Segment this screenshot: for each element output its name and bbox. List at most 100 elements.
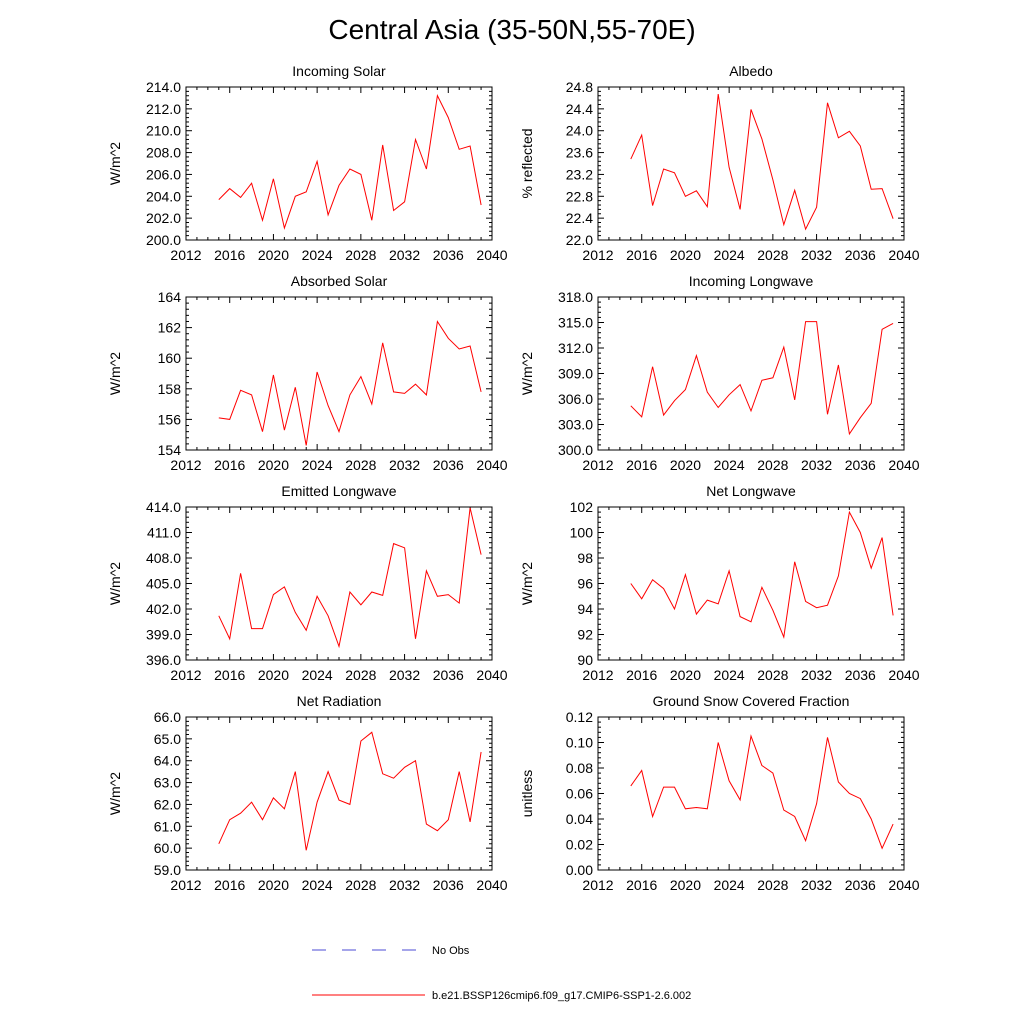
x-tick-label: 2032 — [389, 877, 420, 893]
y-tick-label: 402.0 — [146, 601, 181, 617]
x-tick-label: 2032 — [389, 247, 420, 263]
x-tick-label: 2040 — [476, 667, 507, 683]
panel-title: Net Radiation — [297, 693, 382, 709]
y-tick-label: 22.4 — [566, 210, 593, 226]
x-tick-label: 2036 — [433, 667, 464, 683]
y-tick-label: 411.0 — [147, 525, 181, 541]
x-tick-label: 2032 — [801, 667, 832, 683]
y-tick-label: 164 — [158, 289, 182, 305]
y-tick-label: 200.0 — [146, 232, 181, 248]
x-tick-label: 2016 — [214, 457, 245, 473]
series-line — [630, 510, 894, 639]
x-tick-label: 2028 — [757, 247, 788, 263]
x-tick-label: 2040 — [476, 457, 507, 473]
panel-6: Net Longwave W/m^2 2012 2016 2020 2024 2028 203… — [519, 483, 920, 683]
y-tick-label: 312.0 — [558, 340, 593, 356]
x-tick-label: 2012 — [170, 247, 201, 263]
y-axis-label: unitless — [519, 770, 535, 817]
x-tick-label: 2020 — [670, 247, 701, 263]
panel-2: Albedo % reflected 2012 2016 2020 2024 2028 203… — [519, 63, 920, 263]
x-tick-label: 2016 — [214, 247, 245, 263]
panel-title: Albedo — [729, 63, 773, 79]
x-tick-label: 2032 — [801, 877, 832, 893]
x-tick-label: 2036 — [433, 877, 464, 893]
y-tick-label: 405.0 — [146, 576, 181, 592]
x-tick-label: 2020 — [258, 247, 289, 263]
x-tick-label: 2016 — [626, 877, 657, 893]
y-axis-label: W/m^2 — [107, 352, 123, 395]
x-tick-label: 2012 — [170, 457, 201, 473]
y-tick-label: 90 — [577, 652, 593, 668]
plot-frame — [597, 716, 905, 871]
y-tick-label: 64.0 — [154, 753, 181, 769]
y-tick-label: 309.0 — [558, 366, 593, 382]
y-axis-label: W/m^2 — [107, 562, 123, 605]
x-tick-label: 2040 — [888, 877, 919, 893]
y-tick-label: 0.04 — [566, 811, 593, 827]
panel-title: Absorbed Solar — [291, 273, 388, 289]
legend-model-label: b.e21.BSSP126cmip6.f09_g17.CMIP6-SSP1-2.… — [432, 990, 691, 1002]
x-tick-label: 2040 — [476, 247, 507, 263]
y-tick-label: 102 — [570, 499, 594, 515]
x-tick-label: 2036 — [845, 457, 876, 473]
x-tick-label: 2020 — [670, 877, 701, 893]
panel-7: Net Radiation W/m^2 2012 2016 2020 2024 2028 20… — [107, 693, 508, 893]
plot-frame — [185, 716, 493, 871]
y-tick-label: 24.4 — [566, 101, 593, 117]
panel-title: Emitted Longwave — [281, 483, 396, 499]
y-tick-label: 61.0 — [154, 818, 181, 834]
y-tick-label: 66.0 — [154, 709, 181, 725]
plot-frame — [185, 86, 493, 241]
y-tick-label: 0.08 — [566, 760, 593, 776]
x-tick-label: 2028 — [345, 457, 376, 473]
y-tick-label: 65.0 — [154, 731, 181, 747]
y-tick-label: 100 — [570, 525, 594, 541]
legend: No Obs b.e21.BSSP126cmip6.f09_g17.CMIP6-S… — [312, 945, 691, 1002]
y-tick-label: 62.0 — [154, 796, 181, 812]
x-tick-label: 2020 — [258, 667, 289, 683]
series-line — [630, 321, 894, 436]
x-tick-label: 2012 — [582, 457, 613, 473]
y-tick-label: 154 — [158, 442, 182, 458]
legend-obs-label: No Obs — [432, 945, 470, 957]
panel-5: Emitted Longwave W/m^2 2012 2016 2020 2024 202… — [107, 483, 508, 683]
y-axis-label: W/m^2 — [519, 352, 535, 395]
y-tick-label: 63.0 — [154, 775, 181, 791]
series-line — [218, 731, 482, 851]
y-tick-label: 98 — [577, 550, 593, 566]
x-tick-label: 2020 — [670, 667, 701, 683]
x-tick-label: 2016 — [214, 667, 245, 683]
x-tick-label: 2028 — [345, 247, 376, 263]
y-tick-label: 160 — [158, 350, 182, 366]
y-axis-label: W/m^2 — [519, 562, 535, 605]
x-tick-label: 2032 — [801, 457, 832, 473]
x-tick-label: 2028 — [345, 877, 376, 893]
x-tick-label: 2028 — [757, 877, 788, 893]
y-tick-label: 0.10 — [566, 735, 593, 751]
panel-8: Ground Snow Covered Fraction unitless 2012… — [519, 693, 920, 893]
series-line — [218, 507, 482, 649]
x-tick-label: 2032 — [389, 457, 420, 473]
x-tick-label: 2024 — [714, 667, 745, 683]
y-tick-label: 0.12 — [566, 709, 593, 725]
x-tick-label: 2040 — [888, 667, 919, 683]
x-tick-label: 2024 — [302, 247, 333, 263]
x-tick-label: 2028 — [345, 667, 376, 683]
y-tick-label: 22.0 — [566, 232, 593, 248]
y-tick-label: 306.0 — [558, 391, 593, 407]
y-tick-label: 94 — [577, 601, 593, 617]
x-tick-label: 2012 — [582, 667, 613, 683]
y-tick-label: 23.2 — [566, 166, 593, 182]
x-tick-label: 2020 — [670, 457, 701, 473]
y-tick-label: 92 — [577, 627, 593, 643]
panel-title: Ground Snow Covered Fraction — [653, 693, 850, 709]
series-line — [218, 94, 482, 230]
plot-frame — [597, 506, 905, 661]
y-tick-label: 212.0 — [146, 101, 181, 117]
x-tick-label: 2012 — [582, 877, 613, 893]
panel-title: Incoming Solar — [292, 63, 386, 79]
y-tick-label: 59.0 — [154, 862, 181, 878]
y-tick-label: 96 — [577, 576, 593, 592]
